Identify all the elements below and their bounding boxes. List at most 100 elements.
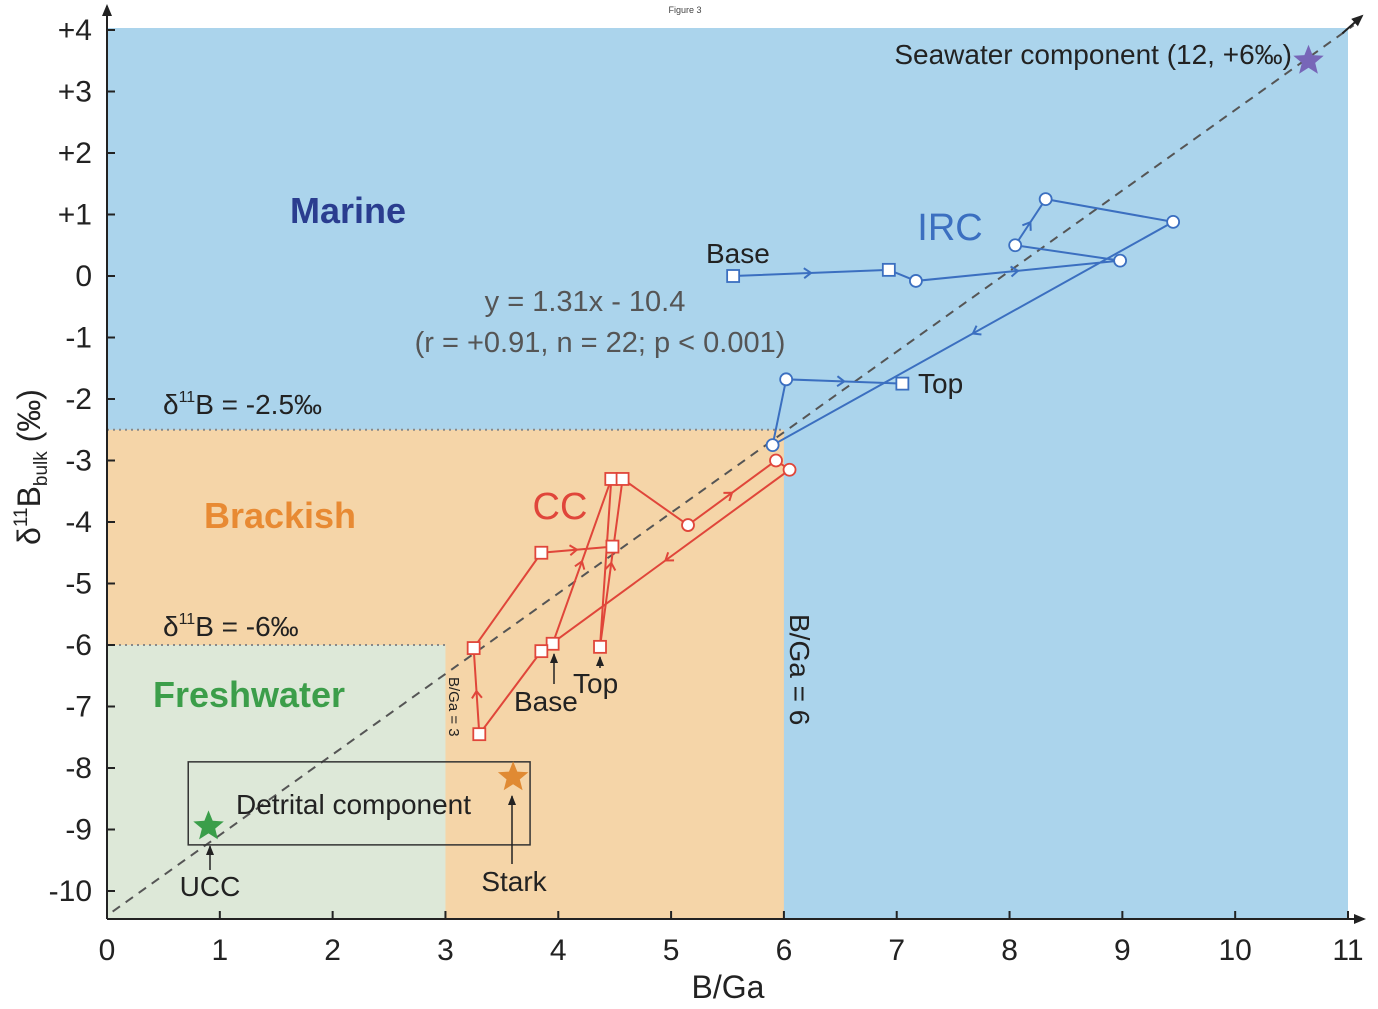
irc-data-point bbox=[881, 262, 896, 277]
irc-base-label: Base bbox=[706, 238, 770, 269]
pointer-arrows bbox=[206, 653, 604, 870]
y-axis-title-delta: δ bbox=[11, 527, 47, 545]
y-tick-label: -9 bbox=[65, 814, 92, 847]
cc-direction-arrow bbox=[723, 491, 734, 502]
threshold-label-minus-6-pre: δ bbox=[163, 611, 179, 642]
y-tick-label: +1 bbox=[58, 199, 92, 232]
irc-direction-arrow bbox=[803, 267, 813, 279]
y-tick-label: -6 bbox=[65, 629, 92, 662]
bga-6-label: B/Ga = 6 bbox=[784, 614, 815, 725]
irc-data-point bbox=[765, 438, 780, 453]
cc-series-path bbox=[472, 459, 792, 737]
irc-data-point bbox=[779, 372, 794, 387]
y-axis-title-base: B bbox=[11, 486, 47, 507]
threshold-label-minus-2-5-sup: 11 bbox=[179, 389, 196, 406]
freshwater-region bbox=[107, 645, 446, 919]
x-tick-label: 4 bbox=[550, 934, 567, 967]
x-tick-label: 5 bbox=[663, 934, 680, 967]
x-tick-label: 0 bbox=[99, 934, 116, 967]
threshold-label-minus-2-5: δ11B = -2.5‰ bbox=[163, 389, 322, 420]
cc-data-point bbox=[545, 636, 560, 651]
regression-stats: (r = +0.91, n = 22; p < 0.001) bbox=[415, 327, 786, 359]
x-tick-label: 6 bbox=[776, 934, 793, 967]
threshold-label-minus-2-5-post: B = -2.5‰ bbox=[195, 389, 322, 420]
seawater-component-label: Seawater component (12, +6‰) bbox=[894, 39, 1292, 70]
freshwater-label: Freshwater bbox=[153, 674, 345, 715]
regression-equation: y = 1.31x - 10.4 bbox=[485, 286, 686, 318]
y-tick-label: +2 bbox=[58, 137, 92, 170]
irc-data-point bbox=[1008, 238, 1023, 253]
stark-label: Stark bbox=[481, 866, 547, 897]
cc-data-point bbox=[593, 639, 607, 654]
x-tick-label: 8 bbox=[1001, 934, 1018, 967]
figure-label: Figure 3 bbox=[668, 5, 701, 15]
x-tick-label: 11 bbox=[1332, 934, 1363, 967]
ucc-label: UCC bbox=[180, 871, 241, 902]
irc-data-point bbox=[1166, 214, 1181, 229]
cc-direction-arrow bbox=[574, 559, 586, 570]
y-tick-label: 0 bbox=[75, 260, 92, 293]
cc-data-point bbox=[534, 545, 549, 560]
x-tick-label: 9 bbox=[1114, 934, 1131, 967]
y-tick-label: -7 bbox=[65, 691, 92, 724]
y-axis-title-unit: (‰) bbox=[11, 389, 47, 451]
irc-top-label: Top bbox=[918, 368, 963, 399]
cc-top-label: Top bbox=[573, 668, 618, 699]
brackish-label: Brackish bbox=[204, 495, 356, 536]
cc-data-point bbox=[466, 641, 481, 655]
y-ticks: +4 +3 +2 +1 0 -1 -2 -3 -4 -5 -6 -7 -8 -9 -10 bbox=[49, 14, 115, 908]
cc-direction-arrow bbox=[568, 544, 579, 557]
cc-direction-arrow bbox=[604, 561, 617, 571]
irc-direction-arrow bbox=[1010, 265, 1020, 278]
y-axis-title-superscript: 11 bbox=[11, 507, 32, 527]
irc-data-point bbox=[895, 376, 910, 391]
series-layer bbox=[193, 44, 1324, 840]
y-tick-label: -10 bbox=[49, 875, 92, 908]
y-tick-label: -5 bbox=[65, 568, 92, 601]
regression-line bbox=[112, 24, 1355, 913]
irc-label: IRC bbox=[917, 207, 982, 249]
y-tick-label: +4 bbox=[58, 14, 92, 47]
threshold-label-minus-6-post: B = -6‰ bbox=[195, 611, 298, 642]
threshold-label-minus-6-sup: 11 bbox=[179, 611, 196, 628]
x-tick-label: 7 bbox=[888, 934, 905, 967]
detrital-component-box bbox=[187, 761, 531, 846]
irc-data-point bbox=[726, 269, 741, 283]
cc-data-point bbox=[615, 472, 630, 486]
cc-label: CC bbox=[533, 486, 588, 528]
threshold-label-minus-2-5-pre: δ bbox=[163, 389, 179, 420]
y-axis-title-subscript: bulk bbox=[31, 451, 52, 486]
cc-data-point bbox=[605, 539, 620, 554]
y-tick-label: +3 bbox=[58, 76, 92, 109]
cc-data-point bbox=[782, 462, 797, 477]
y-tick-label: -8 bbox=[65, 752, 92, 785]
irc-direction-arrow bbox=[1022, 220, 1032, 231]
cc-data-point bbox=[769, 453, 783, 468]
y-tick-label: -3 bbox=[65, 445, 92, 478]
detrital-component-label: Detrital component bbox=[236, 789, 471, 820]
bga-3-label: B/Ga = 3 bbox=[445, 677, 462, 737]
irc-direction-arrow bbox=[836, 375, 846, 388]
cc-data-point bbox=[604, 472, 619, 486]
x-ticks: 0 1 2 3 4 5 6 7 8 9 10 11 bbox=[99, 911, 1364, 967]
threshold-label-minus-6: δ11B = -6‰ bbox=[163, 611, 299, 642]
marine-label: Marine bbox=[290, 190, 406, 231]
cc-data-point bbox=[534, 644, 549, 659]
x-tick-label: 10 bbox=[1218, 934, 1251, 967]
ucc-star-icon bbox=[193, 810, 224, 840]
irc-direction-arrow bbox=[971, 325, 982, 336]
cc-base-label: Base bbox=[514, 686, 578, 717]
stark-star-icon bbox=[497, 761, 529, 791]
irc-data-point bbox=[1113, 253, 1128, 268]
regression-arrow bbox=[1341, 14, 1364, 35]
seawater-star-icon bbox=[1293, 44, 1324, 74]
y-tick-label: -1 bbox=[65, 322, 92, 355]
x-tick-label: 3 bbox=[437, 934, 454, 967]
irc-data-point bbox=[1038, 192, 1053, 207]
axes bbox=[102, 4, 1366, 924]
cc-data-point bbox=[472, 727, 487, 742]
x-tick-label: 2 bbox=[324, 934, 341, 967]
y-axis-title: δ11Bbulk (‰) bbox=[11, 389, 52, 545]
cc-direction-arrow bbox=[471, 689, 483, 699]
